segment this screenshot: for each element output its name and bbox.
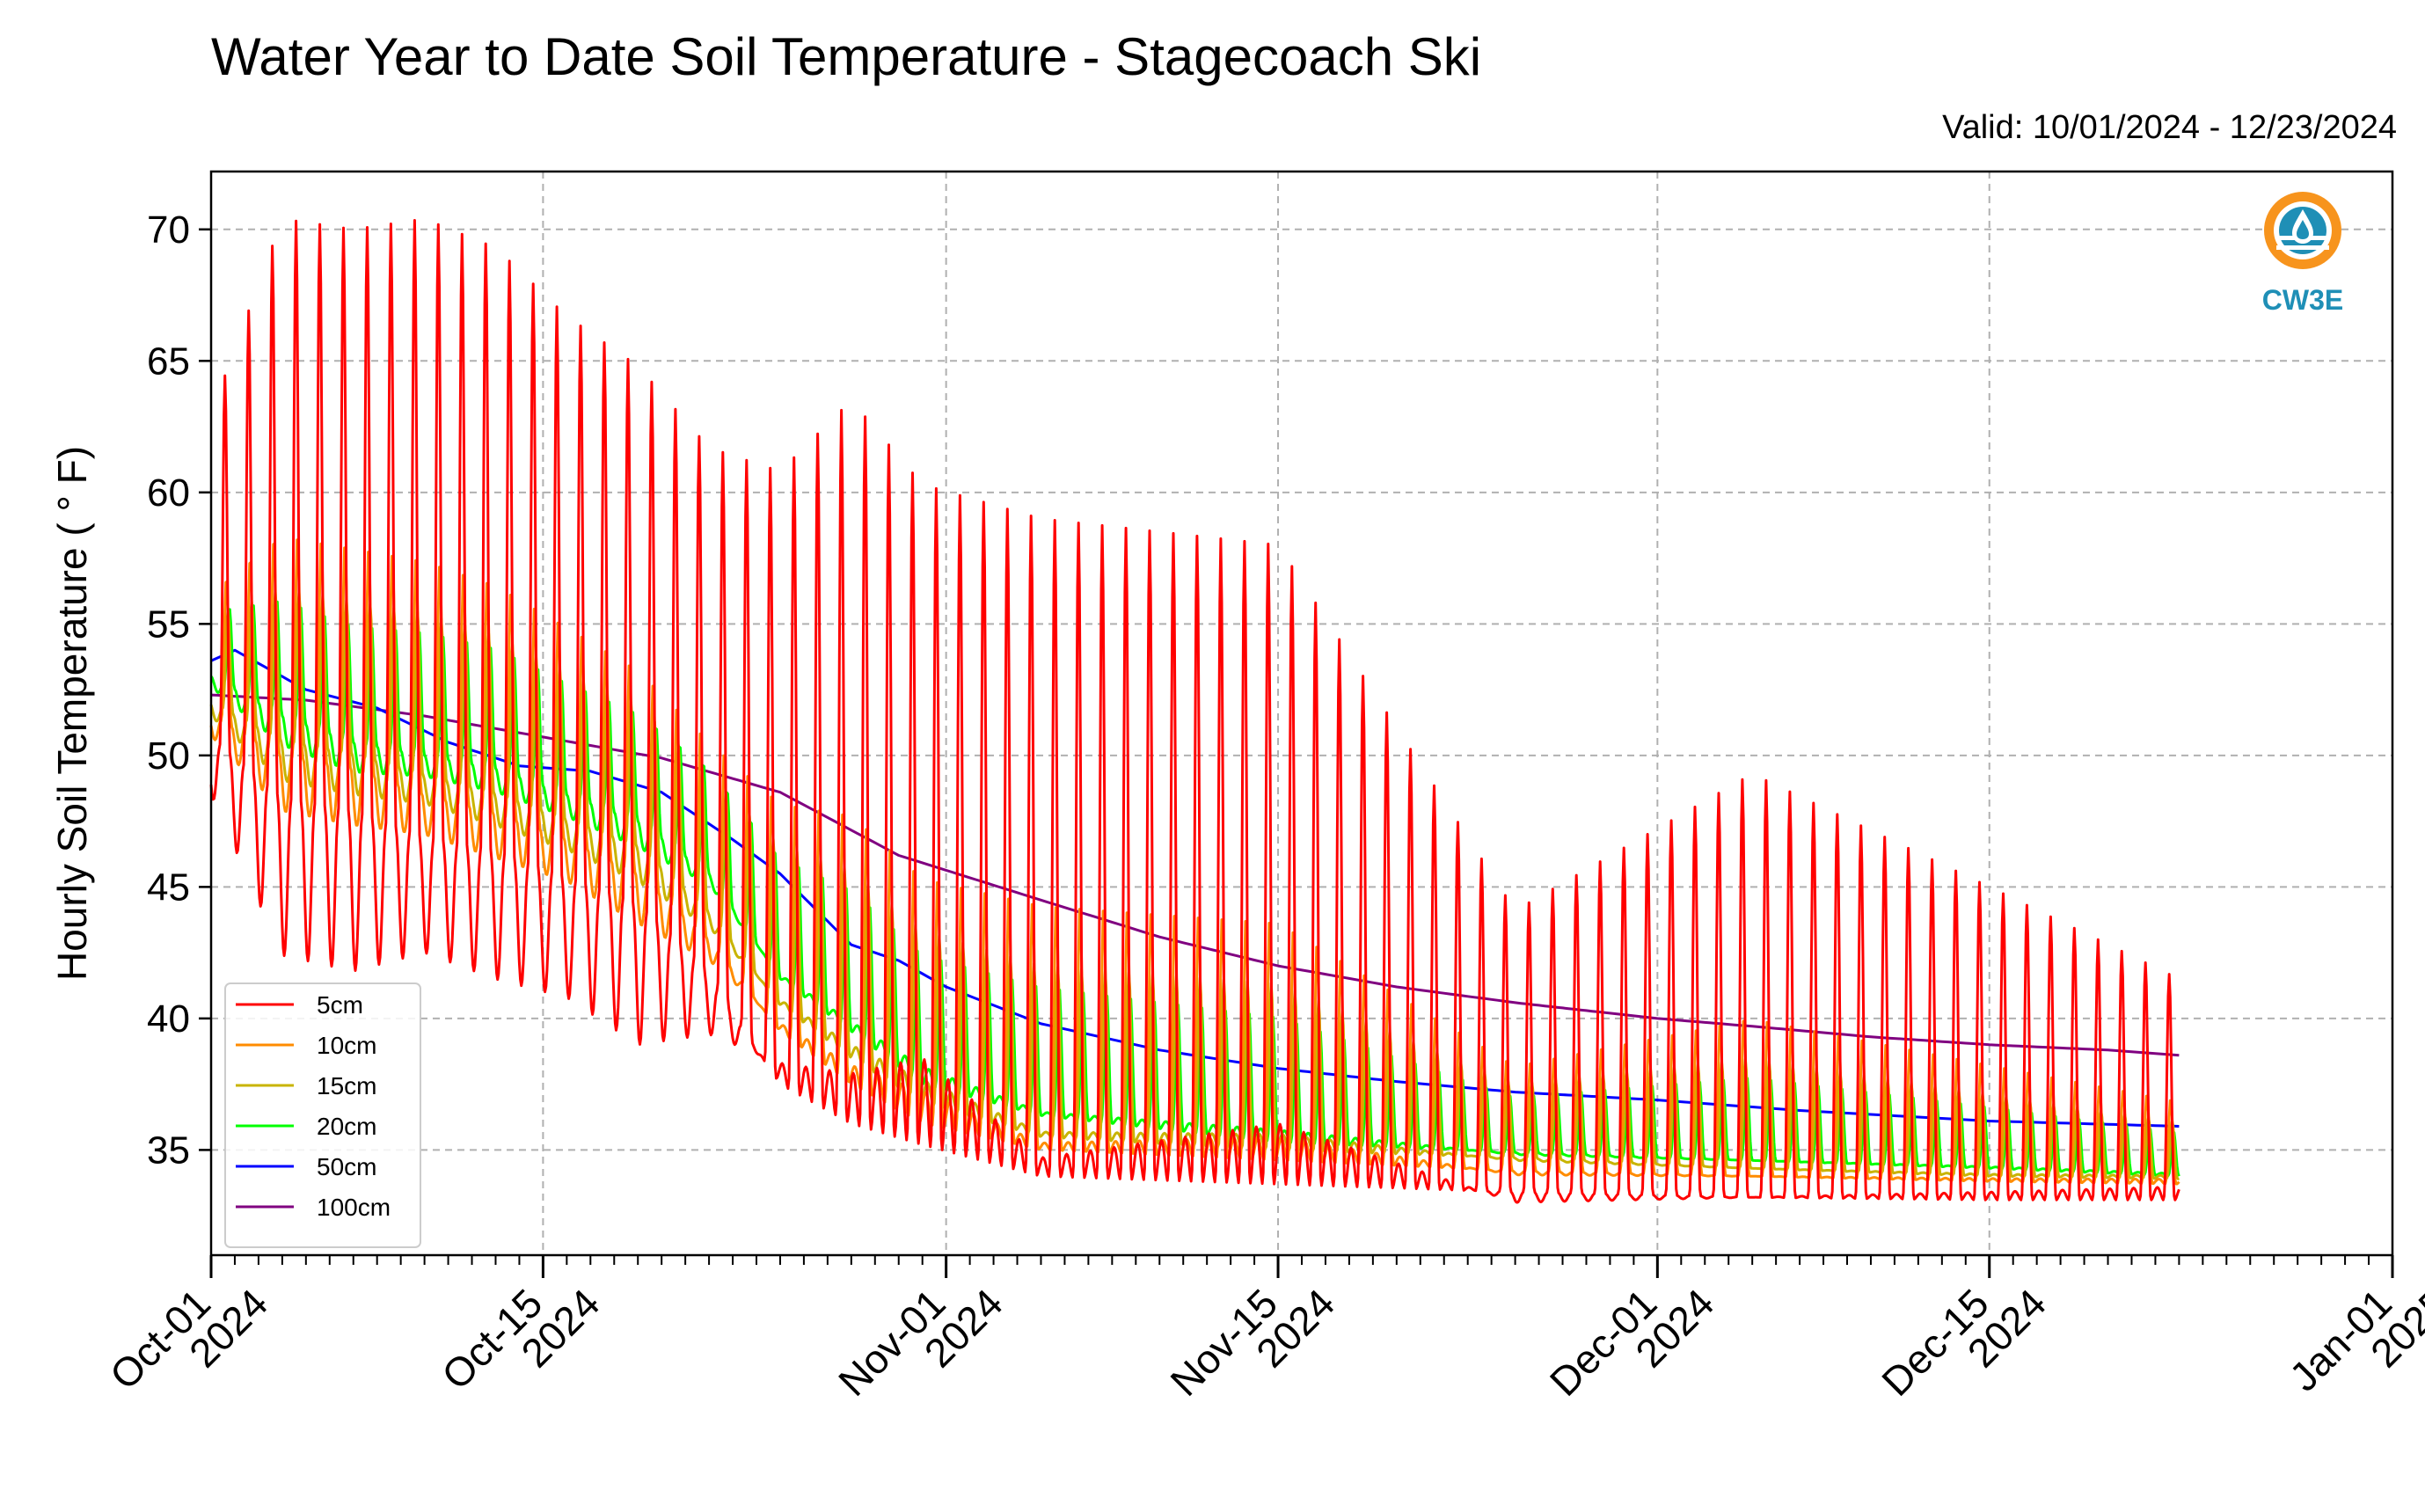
- legend: 5cm 10cm 15cm 20cm 50cm 100cm: [224, 982, 421, 1248]
- y-tick-label: 35: [147, 1129, 190, 1172]
- y-tick-label: 70: [147, 208, 190, 252]
- series-lines: [209, 219, 2180, 1204]
- y-tick-label: 65: [147, 340, 190, 383]
- y-axis-label: Hourly Soil Temperature ( ° F): [49, 446, 95, 981]
- logo-text: CW3E: [2262, 284, 2343, 316]
- legend-label-10cm: 10cm: [317, 1032, 376, 1059]
- x-tick-label: Oct-012024: [101, 1252, 276, 1427]
- series-line-5cm: [209, 219, 2180, 1204]
- x-tick-label: Nov-012024: [829, 1252, 1012, 1434]
- y-tick-label: 50: [147, 734, 190, 778]
- x-tick-label: Dec-152024: [1873, 1252, 2055, 1434]
- y-tick-label: 60: [147, 471, 190, 515]
- y-axis-ticks: 35 40 45 50 55 60 65 70: [147, 208, 211, 1172]
- y-tick-label: 45: [147, 866, 190, 909]
- x-minor-ticks: [210, 1255, 2393, 1265]
- x-tick-label: Jan-012025: [2281, 1252, 2425, 1428]
- series-line-10cm: [209, 538, 2180, 1186]
- legend-label-50cm: 50cm: [317, 1153, 376, 1180]
- y-tick-label: 55: [147, 603, 190, 646]
- x-tick-label: Nov-152024: [1161, 1252, 1343, 1434]
- logo-drop-core-icon: [2297, 220, 2309, 239]
- legend-label-20cm: 20cm: [317, 1113, 376, 1140]
- chart-title: Water Year to Date Soil Temperature - St…: [211, 27, 1482, 86]
- valid-date-range: Valid: 10/01/2024 - 12/23/2024: [1942, 109, 2397, 146]
- cw3e-logo: CW3E: [2262, 192, 2343, 316]
- legend-box: [224, 982, 421, 1248]
- legend-label-15cm: 15cm: [317, 1072, 376, 1099]
- x-axis-ticks: Oct-012024 Oct-152024 Nov-012024 Nov-152024…: [101, 1252, 2425, 1434]
- x-tick-label: Dec-012024: [1541, 1252, 1723, 1434]
- y-tick-label: 40: [147, 997, 190, 1041]
- logo-wave-2-icon: [2276, 245, 2329, 250]
- x-tick-label: Oct-152024: [433, 1252, 608, 1427]
- grid-lines: [210, 172, 2393, 1255]
- legend-label-5cm: 5cm: [317, 991, 363, 1019]
- legend-label-100cm: 100cm: [317, 1194, 391, 1221]
